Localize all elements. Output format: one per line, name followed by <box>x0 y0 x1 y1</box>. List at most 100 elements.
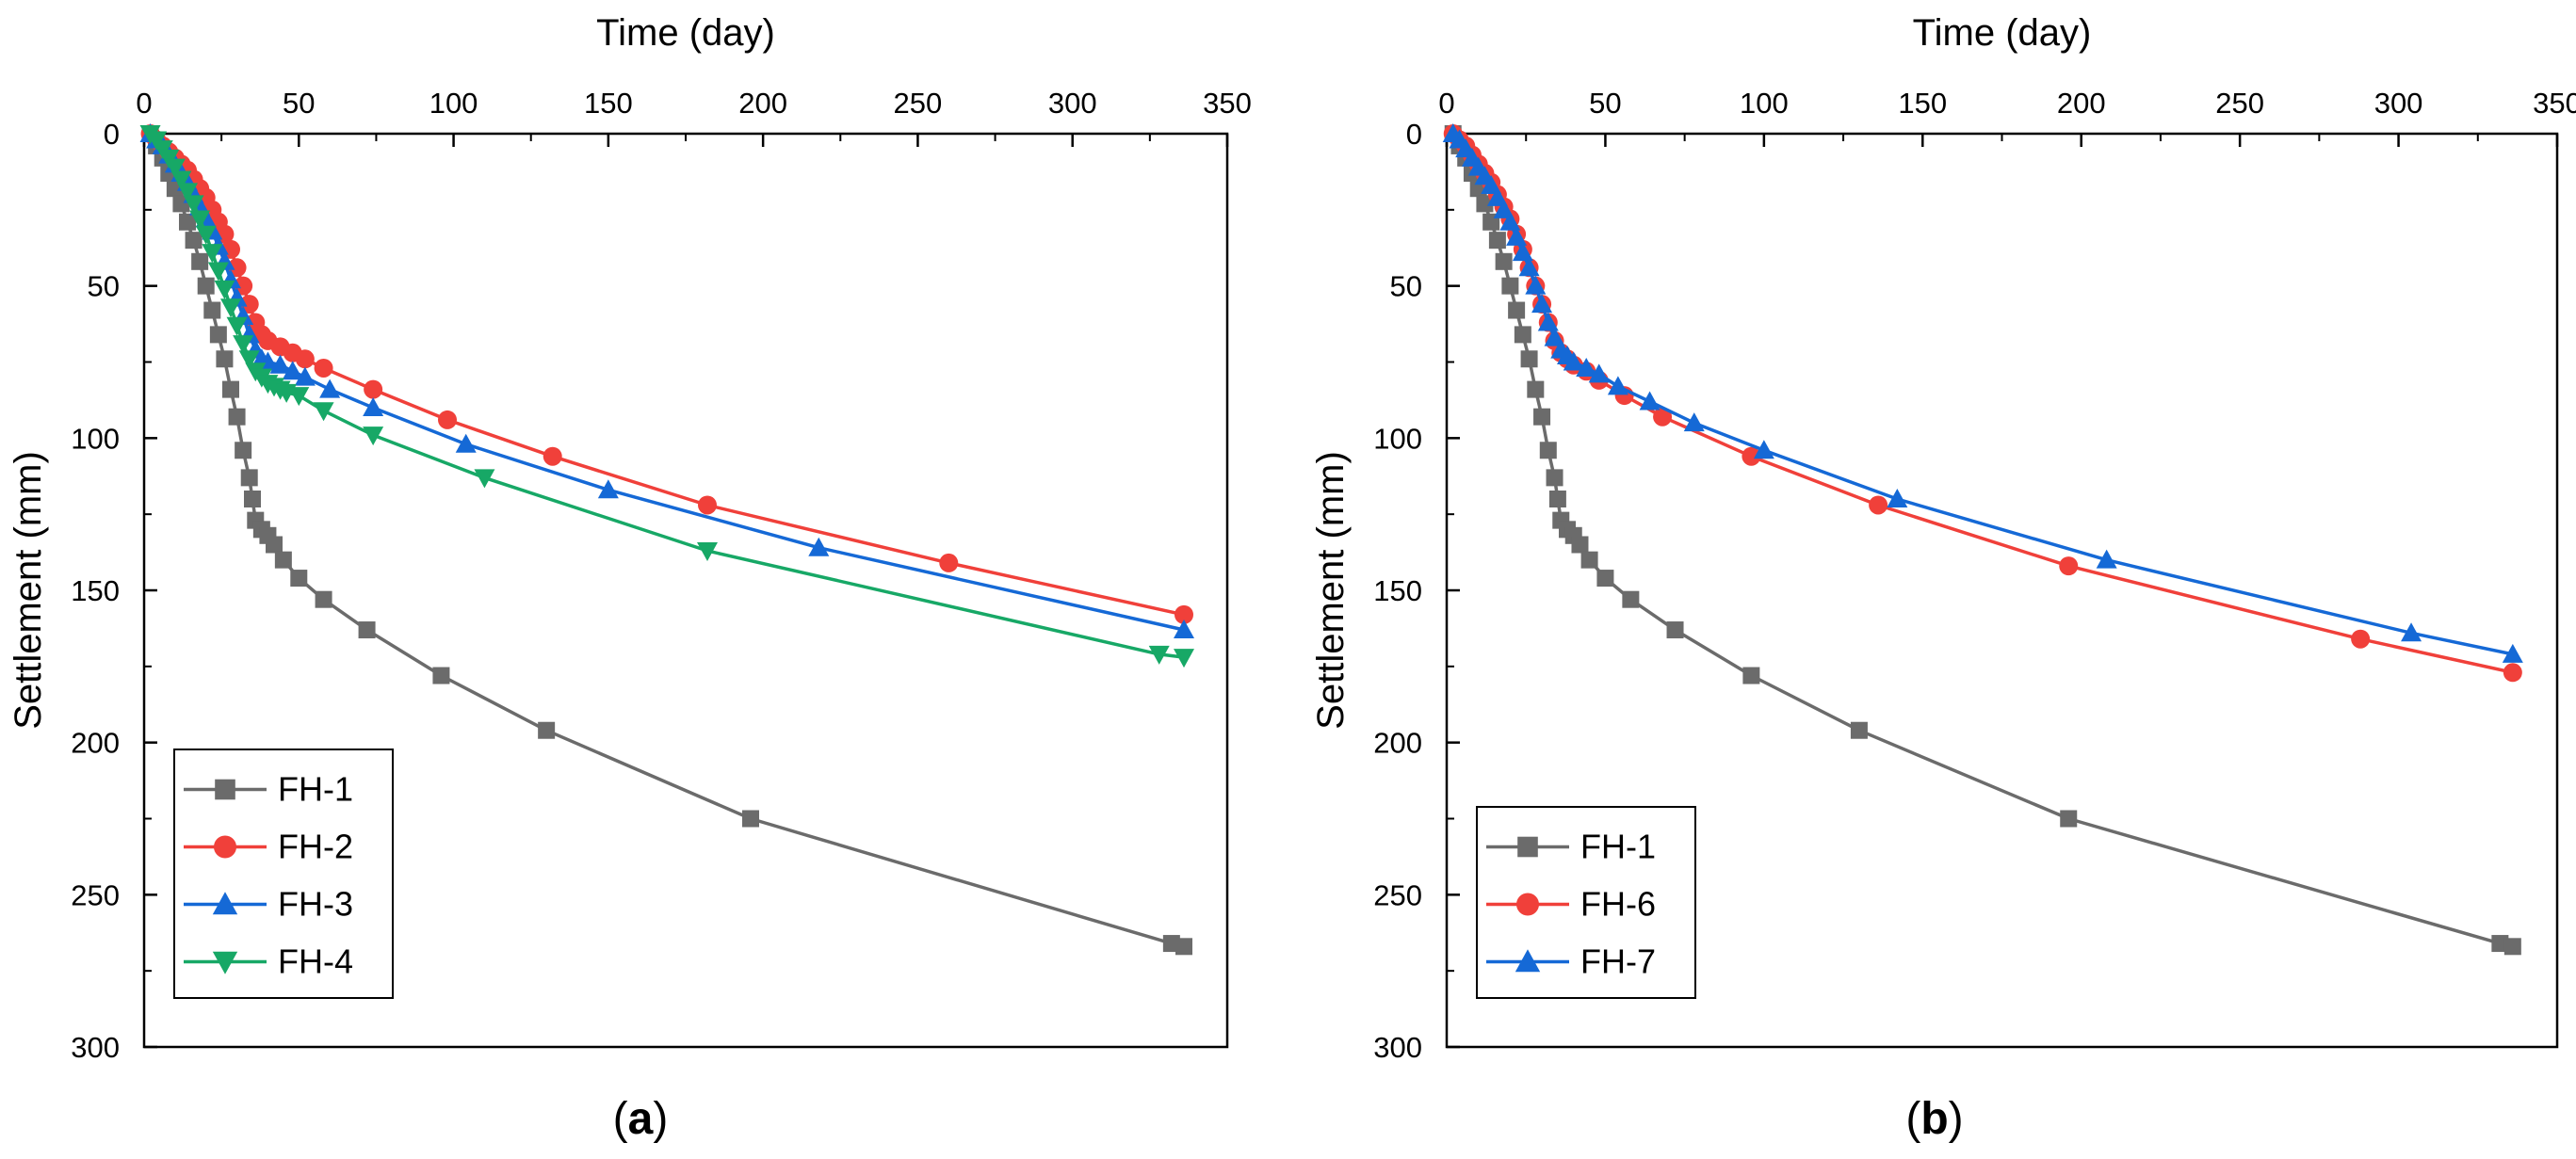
x-tick-label: 100 <box>429 87 478 120</box>
data-point <box>1544 327 1565 346</box>
y-tick-label: 0 <box>104 118 120 151</box>
y-tick-label: 150 <box>71 574 120 607</box>
data-point <box>1539 442 1557 459</box>
data-point <box>2060 810 2078 828</box>
data-point <box>179 213 196 231</box>
data-point <box>1653 407 1673 427</box>
data-point <box>1622 590 1640 608</box>
data-point <box>1576 357 1597 377</box>
data-point <box>538 721 556 739</box>
data-point <box>266 536 283 554</box>
data-point <box>314 358 333 378</box>
data-point <box>203 301 221 319</box>
series-fh-3 <box>139 123 1194 639</box>
data-point <box>1506 226 1528 246</box>
data-point <box>228 408 246 426</box>
data-point <box>432 667 450 684</box>
chart-panel-b: 0 50 100 150 200 250 300 350 0 50 100 150 200 250 300 T… <box>1310 12 2576 1144</box>
data-point <box>222 380 239 398</box>
data-point <box>1571 536 1589 554</box>
y-tick-label: 150 <box>1373 574 1422 607</box>
series-fh-6 <box>1443 124 2522 683</box>
data-point <box>238 350 260 370</box>
x-tick-label: 250 <box>2215 87 2264 120</box>
legend: FH-1 FH-6 FH-7 <box>1476 806 1696 999</box>
data-point <box>1525 275 1547 295</box>
y-tick-label: 50 <box>88 270 120 303</box>
data-point <box>2351 629 2371 649</box>
legend-label-fh-1: FH-1 <box>278 770 353 809</box>
data-point <box>1520 350 1538 368</box>
data-point <box>939 553 959 572</box>
data-point <box>2096 549 2117 569</box>
data-point <box>195 225 217 245</box>
data-point <box>2059 556 2079 576</box>
data-point <box>438 410 457 429</box>
data-point <box>269 354 291 374</box>
x-tick-label: 100 <box>1740 87 1789 120</box>
y-tick-label: 300 <box>71 1031 120 1064</box>
x-tick-label: 350 <box>2533 87 2576 120</box>
data-point <box>1481 174 1502 194</box>
data-point <box>1531 294 1553 314</box>
data-point <box>319 378 341 398</box>
y-axis-title: Settlement (mm) <box>1310 451 1352 730</box>
legend-marker <box>212 951 238 974</box>
data-point <box>2503 663 2522 683</box>
data-point <box>1488 232 1506 250</box>
data-point <box>1527 380 1545 398</box>
series-fh-1 <box>1444 125 2521 956</box>
data-point <box>1753 440 1774 459</box>
data-point <box>1533 408 1551 426</box>
x-tick-label: 300 <box>1048 87 1097 120</box>
data-point <box>1175 938 1192 956</box>
y-tick-label: 200 <box>71 727 120 760</box>
series-fh-4 <box>139 125 1194 668</box>
data-point <box>170 170 192 190</box>
x-tick-label: 50 <box>283 87 315 120</box>
legend-marker <box>214 835 236 859</box>
data-point <box>1596 570 1614 588</box>
x-axis-title: Time (day) <box>1913 12 2092 54</box>
series-line <box>1451 132 2514 675</box>
x-tick-label: 150 <box>584 87 633 120</box>
data-point <box>240 469 258 487</box>
legend-label-fh-1: FH-1 <box>1580 828 1656 866</box>
x-tick-label: 200 <box>738 87 787 120</box>
data-point <box>164 158 186 178</box>
data-point <box>597 479 619 499</box>
data-point <box>183 195 204 215</box>
data-point <box>1580 551 1598 569</box>
data-point <box>1495 252 1513 270</box>
data-point <box>189 210 211 230</box>
data-point <box>315 590 332 608</box>
data-point <box>1518 257 1540 277</box>
y-tick-label: 50 <box>1390 270 1422 303</box>
data-point <box>2503 938 2521 956</box>
data-point <box>742 810 759 828</box>
data-point <box>290 570 308 588</box>
data-point <box>543 446 562 466</box>
data-point <box>235 442 252 459</box>
data-point <box>1148 645 1170 665</box>
chart-panel-a: 0 50 100 150 200 250 300 350 0 50 100 150 200 250 300 T… <box>8 12 1252 1144</box>
data-point <box>274 551 292 569</box>
data-point <box>202 244 223 264</box>
panel-label-a: (a) <box>613 1094 669 1144</box>
data-point <box>1850 721 1868 739</box>
data-point <box>698 495 717 515</box>
data-point <box>288 387 310 407</box>
data-point <box>1887 489 1908 507</box>
data-point <box>697 541 718 561</box>
data-point <box>1666 621 1684 639</box>
data-point <box>1869 495 1888 515</box>
legend-label-fh-7: FH-7 <box>1580 942 1656 981</box>
legend-marker <box>1517 836 1538 858</box>
data-point <box>177 183 198 202</box>
data-point <box>1548 491 1566 507</box>
data-point <box>233 335 254 355</box>
data-point <box>1512 242 1533 262</box>
data-point <box>1537 312 1559 331</box>
x-tick-label: 0 <box>136 87 152 120</box>
